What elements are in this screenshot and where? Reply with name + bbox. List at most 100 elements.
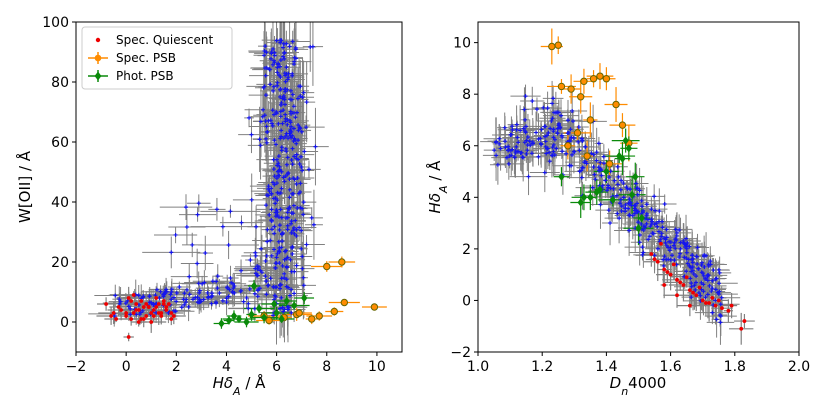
left-x-axis-label: HδA / Å — [213, 373, 267, 398]
star-forming-point-140 — [279, 128, 284, 133]
star-forming-point-58 — [570, 108, 575, 113]
star-forming-point-179 — [284, 277, 289, 282]
star-forming-point-250 — [264, 124, 269, 129]
star-forming-point-204 — [637, 240, 642, 245]
star-forming-point-8 — [278, 114, 283, 119]
psb_spec-point-10 — [295, 309, 303, 317]
star-forming-point-364 — [597, 168, 602, 173]
star-forming-point-300 — [260, 114, 265, 119]
star-forming-point-325 — [644, 202, 649, 207]
x-tick-label-2: 1.4 — [595, 359, 617, 375]
star-forming-point-365 — [711, 268, 716, 273]
star-forming-point-313 — [692, 283, 697, 288]
star-forming-point-73 — [627, 228, 632, 233]
star-forming-point-294 — [276, 239, 281, 244]
star-forming-point-281 — [275, 65, 280, 70]
star-forming-point-217 — [536, 154, 541, 159]
quiescent-point-11 — [720, 306, 724, 311]
star-forming-point-308 — [290, 71, 295, 76]
quiescent-point-0 — [104, 302, 108, 306]
star-forming-point-348 — [684, 246, 689, 251]
star-forming-point-177 — [690, 260, 695, 265]
star-forming-point-415 — [691, 272, 696, 277]
y-tick-label-4: 80 — [51, 75, 69, 91]
star-forming-point-190 — [701, 254, 706, 259]
star-forming-point-53 — [301, 212, 306, 217]
star-forming-point-360 — [510, 124, 515, 129]
star-forming-point-71 — [678, 246, 683, 251]
quiescent-point-28 — [119, 308, 124, 312]
star-forming-point-274 — [555, 126, 560, 131]
quiescent-point-23 — [124, 311, 129, 315]
star-forming-point-33 — [282, 56, 287, 61]
star-forming-point-257 — [261, 107, 266, 112]
star-forming-point-404 — [625, 186, 630, 191]
star-forming-point-525 — [173, 232, 178, 237]
star-forming-point-33 — [497, 141, 502, 146]
quiescent-point-16 — [684, 275, 689, 280]
star-forming-point-126 — [274, 255, 279, 260]
star-forming-point-206 — [560, 149, 565, 154]
star-forming-point-40 — [267, 67, 272, 72]
star-forming-point-196 — [291, 191, 296, 196]
star-forming-point-87 — [264, 140, 269, 145]
psb_spec-point-5 — [315, 312, 323, 320]
star-forming-point-52 — [273, 201, 278, 206]
star-forming-point-333 — [265, 130, 270, 135]
star-forming-point-65 — [258, 119, 263, 124]
star-forming-point-510 — [220, 224, 225, 229]
psb_spec-point-9 — [567, 85, 575, 93]
star-forming-point-100 — [291, 203, 296, 208]
star-forming-point-118 — [619, 208, 624, 213]
star-forming-point-207 — [515, 135, 520, 140]
quiescent-point-11 — [164, 308, 169, 312]
star-forming-point-36 — [280, 263, 285, 268]
star-forming-point-19 — [278, 87, 283, 92]
star-forming-point-367 — [703, 276, 708, 281]
star-forming-point-194 — [283, 116, 288, 121]
star-forming-point-289 — [269, 51, 274, 56]
star-forming-point-128 — [646, 237, 651, 242]
quiescent-point-29 — [139, 299, 144, 303]
star-forming-point-120 — [288, 88, 293, 93]
star-forming-point-196 — [708, 259, 713, 264]
star-forming-point-299 — [684, 250, 689, 255]
star-forming-point-348 — [277, 249, 282, 254]
star-forming-point-311 — [621, 181, 626, 186]
quiescent-point-21 — [151, 308, 156, 312]
star-forming-point-47 — [300, 266, 305, 271]
star-forming-point-371 — [664, 257, 669, 262]
star-forming-point-308 — [657, 209, 662, 214]
star-forming-point-10 — [671, 243, 676, 248]
star-forming-point-230 — [550, 116, 555, 121]
psb_spec-point-10 — [577, 93, 585, 101]
star-forming-point-322 — [695, 261, 700, 266]
star-forming-point-504 — [147, 294, 152, 299]
star-forming-point-192 — [254, 224, 259, 229]
star-forming-point-320 — [288, 97, 293, 102]
star-forming-point-255 — [276, 215, 281, 220]
star-forming-point-381 — [248, 257, 253, 262]
star-forming-point-173 — [293, 56, 298, 61]
star-forming-point-250 — [678, 240, 683, 245]
star-forming-point-152 — [710, 310, 715, 315]
star-forming-point-317 — [267, 189, 272, 194]
star-forming-point-318 — [270, 123, 275, 128]
star-forming-point-157 — [275, 83, 280, 88]
star-forming-point-303 — [289, 124, 294, 129]
star-forming-point-356 — [300, 206, 305, 211]
star-forming-point-203 — [289, 269, 294, 274]
star-forming-point-434 — [190, 297, 195, 302]
y-tick-label-5: 8 — [462, 87, 471, 103]
star-forming-point-328 — [566, 130, 571, 135]
y-tick-label-1: 20 — [51, 255, 69, 271]
psb_spec-point-1 — [338, 258, 346, 266]
star-forming-point-190 — [285, 215, 290, 220]
star-forming-point-292 — [295, 176, 300, 181]
y-tick-label-0: 0 — [60, 315, 69, 331]
star-forming-point-338 — [649, 221, 654, 226]
star-forming-point-400 — [177, 284, 182, 289]
star-forming-point-0 — [313, 144, 318, 149]
star-forming-point-124 — [291, 126, 296, 131]
star-forming-point-38 — [526, 174, 531, 179]
